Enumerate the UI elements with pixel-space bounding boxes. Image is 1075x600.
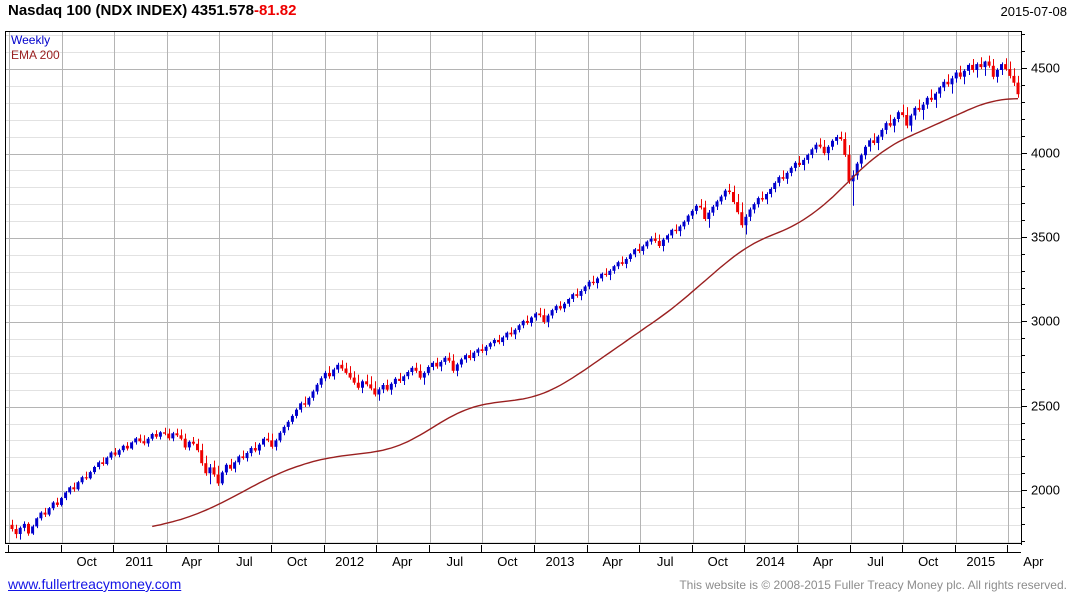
- y-axis-label: 2500: [1031, 398, 1060, 414]
- x-axis-label: Apr: [1023, 554, 1044, 569]
- chart-legend: Weekly EMA 200: [11, 33, 60, 63]
- y-axis-tick: [1022, 355, 1025, 356]
- x-axis-label: Jul: [446, 554, 464, 569]
- y-axis-tick: [1022, 506, 1025, 508]
- x-axis-label: Apr: [602, 554, 623, 569]
- y-axis-tick: [1022, 253, 1025, 255]
- x-axis-tick: [481, 545, 483, 552]
- x-axis-label: Oct: [76, 554, 97, 569]
- x-axis-label: Oct: [707, 554, 728, 569]
- x-axis-tick: [428, 545, 430, 552]
- y-axis-tick: [1022, 405, 1027, 407]
- y-axis-tick: [1022, 523, 1025, 525]
- x-axis-label: 2011: [125, 554, 154, 569]
- x-axis-tick: [8, 545, 9, 552]
- x-axis-tick: [797, 545, 798, 552]
- x-axis-tick: [639, 545, 641, 552]
- x-axis-labels: Oct 2011 Apr Jul Oct 2012 Apr Jul Oct 2013 Apr Jul O…: [0, 554, 1075, 572]
- x-axis-label: Jul: [867, 554, 884, 569]
- x-axis-tick: [376, 545, 378, 552]
- x-axis-tick: [113, 545, 115, 552]
- x-axis-label: 2014: [755, 554, 785, 569]
- title-instrument-and-price: Nasdaq 100 (NDX INDEX) 4351.578: [8, 2, 254, 19]
- y-axis-tick: [1022, 186, 1025, 188]
- x-axis-label: Jul: [236, 554, 253, 569]
- x-axis-tick: [586, 545, 588, 552]
- y-axis-tick: [1022, 85, 1025, 86]
- x-axis-line: [5, 552, 1021, 553]
- y-axis-tick: [1022, 34, 1025, 36]
- x-axis-label: 2015: [966, 554, 996, 569]
- x-axis-tick: [954, 545, 956, 552]
- plot-area[interactable]: [5, 31, 1021, 544]
- x-axis-ticks: [0, 545, 1075, 553]
- page-title: Nasdaq 100 (NDX INDEX) 4351.578-81.82: [8, 2, 297, 19]
- x-axis-tick: [1007, 545, 1009, 552]
- x-axis-label: Oct: [918, 554, 939, 569]
- y-axis-labels: 2000 2500 3000 3500 4000 4500: [1022, 31, 1075, 545]
- y-axis-tick: [1022, 456, 1025, 458]
- x-axis-tick: [218, 545, 220, 552]
- y-axis-tick: [1022, 388, 1025, 390]
- x-axis-label: Oct: [286, 554, 308, 569]
- x-axis-label: Apr: [812, 554, 834, 569]
- y-axis-tick: [1022, 203, 1025, 205]
- y-axis-tick: [1022, 338, 1025, 340]
- y-axis-tick: [1022, 287, 1025, 289]
- x-axis-tick: [271, 545, 272, 552]
- y-axis-tick: [1022, 490, 1027, 491]
- x-axis-tick: [323, 545, 325, 552]
- y-axis-tick: [1022, 371, 1025, 373]
- y-axis-label: 4000: [1031, 145, 1060, 160]
- chart-gridlines: [6, 32, 1021, 543]
- y-axis-tick: [1022, 101, 1025, 103]
- as-of-date: 2015-07-08: [1000, 4, 1068, 19]
- copyright-text: This website is © 2008-2015 Fuller Treac…: [679, 578, 1067, 592]
- x-axis-label: Jul: [656, 554, 674, 569]
- y-axis-tick: [1022, 321, 1027, 323]
- x-axis-label: Apr: [181, 554, 202, 569]
- y-axis-label: 3500: [1031, 229, 1060, 245]
- y-axis-line: [1021, 31, 1022, 545]
- title-change-value: -81.82: [253, 2, 297, 19]
- y-axis-tick: [1022, 68, 1027, 70]
- x-axis-label: 2012: [335, 554, 365, 569]
- legend-item-ema: EMA 200: [11, 48, 60, 62]
- x-axis-tick: [165, 545, 167, 552]
- y-axis-tick: [1022, 169, 1025, 171]
- y-axis-tick: [1022, 51, 1025, 53]
- x-axis-tick: [691, 545, 693, 552]
- y-axis-tick: [1022, 304, 1025, 306]
- chart-footer: www.fullertreacymoney.com This website i…: [0, 576, 1075, 600]
- legend-item-interval: Weekly: [11, 33, 51, 47]
- x-axis-tick: [60, 545, 62, 552]
- chart-header: Nasdaq 100 (NDX INDEX) 4351.578-81.82 20…: [0, 0, 1075, 28]
- y-axis-label: 2000: [1031, 482, 1060, 498]
- y-axis-tick: [1022, 236, 1027, 238]
- y-axis-tick: [1022, 270, 1025, 272]
- site-url-link[interactable]: www.fullertreacymoney.com: [8, 576, 182, 592]
- chart-series-layer: [10, 55, 1020, 540]
- y-axis-tick: [1022, 118, 1025, 120]
- y-axis-label: 3000: [1031, 313, 1060, 329]
- y-axis-tick: [1022, 135, 1025, 137]
- x-axis-tick: [534, 545, 535, 552]
- y-axis-tick: [1022, 422, 1025, 424]
- x-axis-label: Apr: [392, 554, 413, 569]
- y-axis-tick: [1022, 540, 1025, 542]
- y-axis-tick: [1022, 220, 1025, 221]
- x-axis-tick: [902, 545, 904, 552]
- y-axis-label: 4500: [1031, 60, 1060, 76]
- x-axis-tick: [744, 545, 746, 552]
- x-axis-label: Oct: [497, 554, 518, 569]
- x-axis-tick: [849, 545, 851, 552]
- y-axis-tick: [1022, 152, 1027, 154]
- y-axis-tick: [1022, 473, 1025, 475]
- x-axis-label: 2013: [545, 554, 575, 569]
- y-axis-tick: [1022, 439, 1025, 441]
